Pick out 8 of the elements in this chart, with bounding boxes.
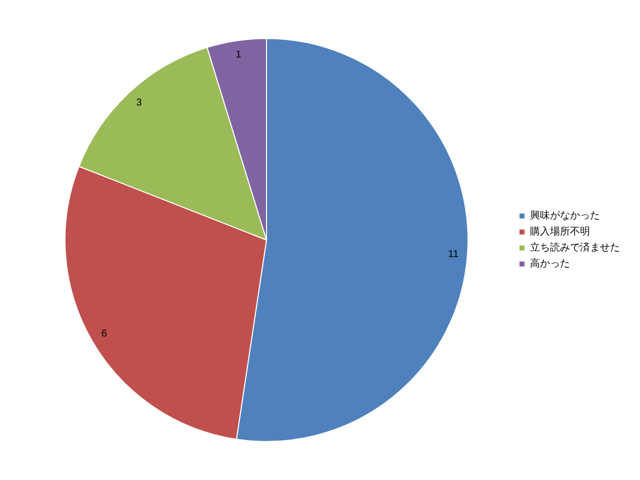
legend-label: 購入場所不明 [530,226,590,238]
data-label: 6 [101,328,108,340]
data-label: 3 [136,97,142,108]
legend-label: 立ち読みで済ませた [530,242,620,254]
legend-label: 興味がなかった [530,210,600,222]
legend-label: 高かった [530,258,570,270]
data-label: 1 [236,49,242,60]
data-label: 11 [448,248,459,260]
